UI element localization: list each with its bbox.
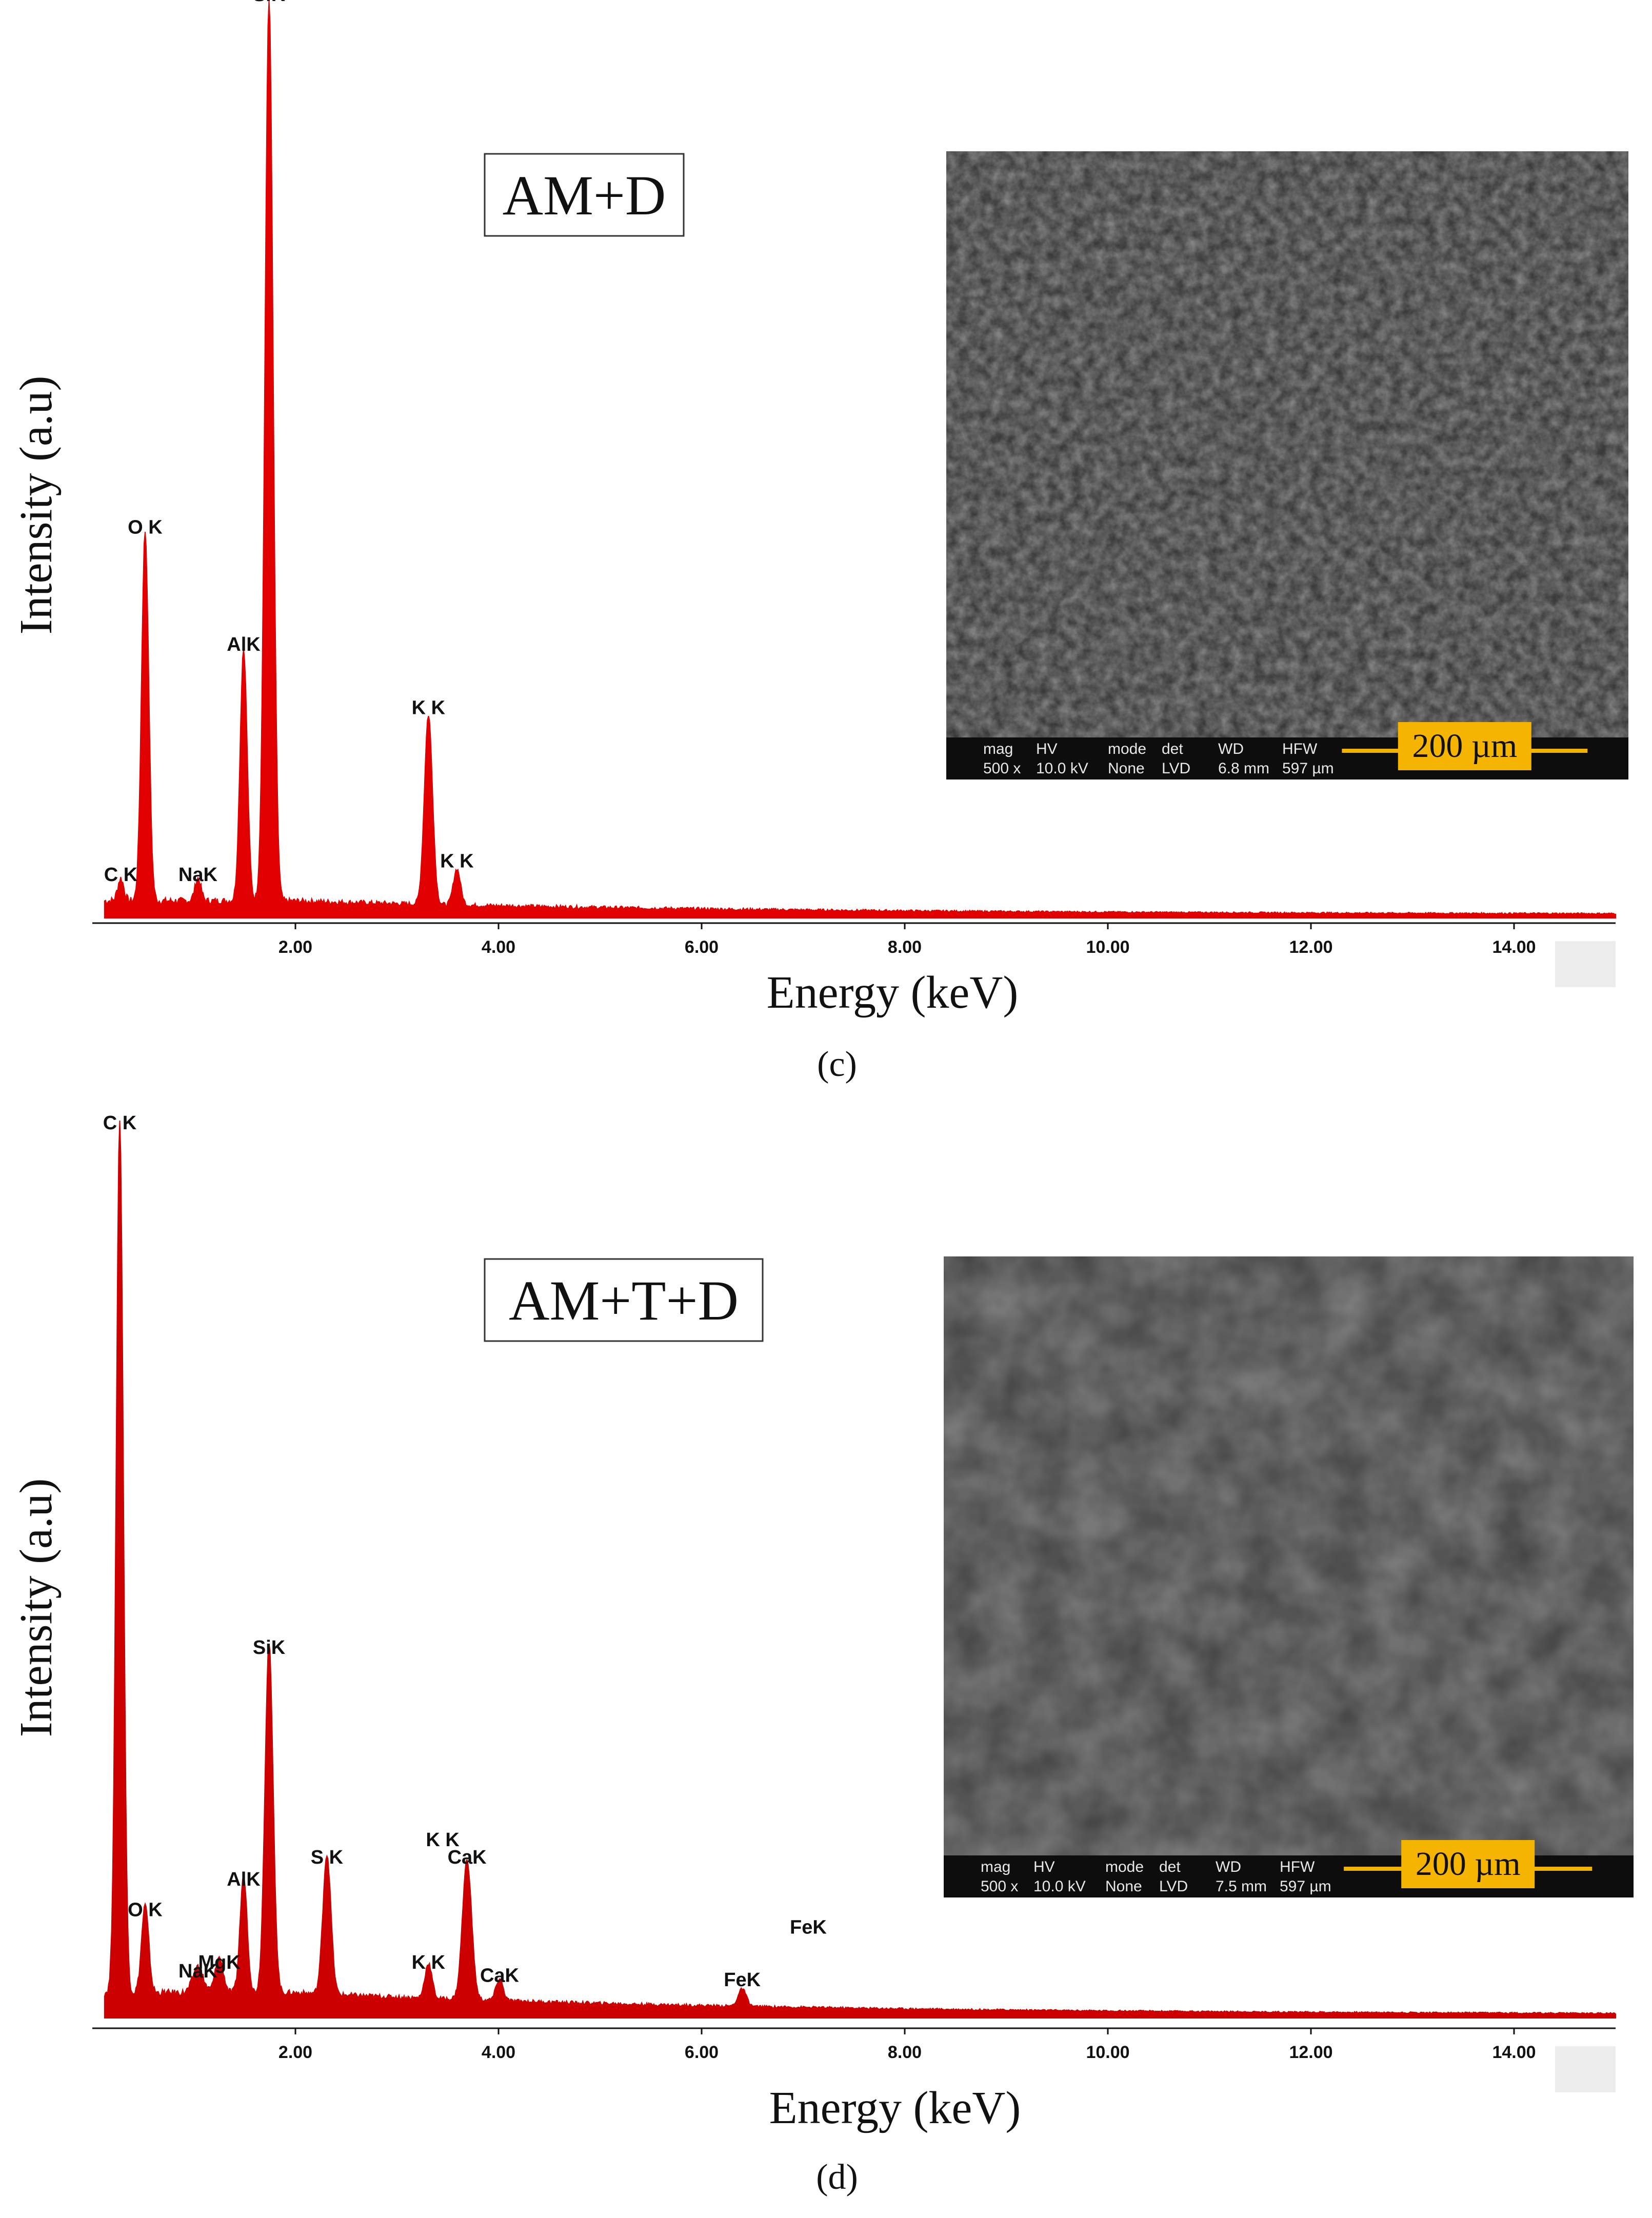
peak-label: SiK bbox=[253, 1637, 286, 1658]
sem-info-header: det bbox=[1159, 1859, 1181, 1875]
sem-info-header: HFW bbox=[1282, 741, 1318, 757]
panel-caption-d: (d) bbox=[816, 2157, 858, 2197]
x-tick-label: 14.00 bbox=[1492, 937, 1536, 957]
scale-bar-label: 200 µm bbox=[1412, 727, 1517, 765]
sample-label-box: AM+T+D bbox=[484, 1258, 764, 1342]
sem-info-header: mag bbox=[983, 741, 1013, 757]
x-axis-title: Energy (keV) bbox=[769, 2083, 1021, 2133]
spectrum-trace bbox=[104, 1, 1616, 918]
sem-info-header: WD bbox=[1218, 741, 1244, 757]
sem-info-value: 500 x bbox=[983, 760, 1021, 777]
peak-label: NaK bbox=[178, 864, 218, 886]
x-axis-title: Energy (keV) bbox=[767, 967, 1019, 1018]
x-tick-label: 12.00 bbox=[1289, 2043, 1332, 2062]
peak-label: C K bbox=[104, 864, 138, 886]
peak-label: AlK bbox=[227, 634, 261, 655]
axis-end-box bbox=[1555, 2046, 1616, 2092]
panel-caption-c: (c) bbox=[817, 1045, 857, 1084]
sem-info-value: 6.8 mm bbox=[1218, 760, 1269, 777]
eds-panel-c: Intensity (a.u) mag 500 x HV 10.0 kV mode Non… bbox=[11, 0, 1628, 1084]
sem-info-header: HV bbox=[1033, 1859, 1055, 1875]
sem-info-value: 10.0 kV bbox=[1036, 760, 1088, 777]
peak-label: AlK bbox=[227, 1869, 261, 1890]
x-tick-label: 4.00 bbox=[482, 2043, 515, 2062]
peak-label: K K bbox=[412, 1952, 446, 1973]
sem-info-header: WD bbox=[1216, 1859, 1241, 1875]
peak-label: CaK bbox=[480, 1965, 520, 1986]
peak-label: FeK bbox=[724, 1969, 761, 1991]
sem-texture bbox=[944, 1256, 1634, 1856]
sem-info-value: 10.0 kV bbox=[1033, 1878, 1086, 1895]
y-axis-title: Intensity (a.u) bbox=[11, 376, 62, 635]
axis-end-box bbox=[1555, 941, 1616, 987]
peak-label: MgK bbox=[198, 1952, 241, 1973]
x-tick-label: 14.00 bbox=[1492, 2043, 1536, 2062]
sem-info-header: mag bbox=[981, 1859, 1010, 1875]
x-tick-label: 8.00 bbox=[888, 937, 922, 957]
peak-label: C K bbox=[103, 1112, 137, 1134]
sem-texture bbox=[946, 151, 1628, 738]
sample-label: AM+D bbox=[503, 164, 666, 227]
sem-info-value: None bbox=[1108, 760, 1145, 777]
y-axis-title: Intensity (a.u) bbox=[11, 1478, 62, 1737]
sem-info-value: LVD bbox=[1162, 760, 1190, 777]
peak-label: K K bbox=[426, 1829, 460, 1851]
peak-label: O K bbox=[128, 516, 163, 538]
sem-inset-d: mag 500 x HV 10.0 kV mode None det LVD WD 7.5 mm H… bbox=[944, 1256, 1634, 1897]
eds-panel-d: Intensity (a.u) mag 500 x HV 10.0 kV mode Non… bbox=[11, 1112, 1634, 2197]
sem-info-value: 7.5 mm bbox=[1216, 1878, 1267, 1895]
sem-info-header: HV bbox=[1036, 741, 1058, 757]
spectrum-d: 2.00 4.00 6.00 8.00 10.00 12.00 14.00 C K O K NaK… bbox=[92, 1112, 1616, 2092]
x-tick-label: 6.00 bbox=[685, 2043, 719, 2062]
peak-label: K K bbox=[412, 697, 446, 718]
spectrum-trace bbox=[104, 1120, 1616, 2019]
x-tick-label: 10.00 bbox=[1086, 2043, 1129, 2062]
sem-info-value: 500 x bbox=[981, 1878, 1018, 1895]
sem-info-header: det bbox=[1162, 741, 1183, 757]
spectrum-c: 2.00 4.00 6.00 8.00 10.00 12.00 14.00 C K O K NaK… bbox=[92, 0, 1616, 987]
sem-info-value: 597 µm bbox=[1280, 1878, 1331, 1895]
sample-label-box: AM+D bbox=[484, 153, 685, 237]
peak-label: O K bbox=[128, 1900, 163, 1921]
peak-label: FeK bbox=[790, 1917, 827, 1939]
scale-bar-label-bg bbox=[1401, 1840, 1535, 1888]
scale-bar-label: 200 µm bbox=[1416, 1845, 1521, 1883]
sem-info-value: 597 µm bbox=[1282, 760, 1334, 777]
x-tick-label: 6.00 bbox=[685, 937, 719, 957]
x-tick-label: 8.00 bbox=[888, 2043, 922, 2062]
sem-info-value: None bbox=[1105, 1878, 1142, 1895]
peak-label: SiK bbox=[253, 0, 286, 6]
sample-label: AM+T+D bbox=[509, 1269, 739, 1332]
x-tick-label: 10.00 bbox=[1086, 937, 1129, 957]
sem-info-header: mode bbox=[1108, 741, 1146, 757]
sem-info-header: HFW bbox=[1280, 1859, 1315, 1875]
sem-info-value: LVD bbox=[1159, 1878, 1188, 1895]
peak-label: CaK bbox=[448, 1847, 487, 1868]
scale-bar-label-bg bbox=[1398, 722, 1531, 770]
peak-label: K K bbox=[440, 851, 474, 872]
peak-label: S K bbox=[311, 1847, 344, 1868]
sem-inset-c: mag 500 x HV 10.0 kV mode None det LVD WD 6.8 mm H… bbox=[946, 151, 1628, 780]
x-tick-label: 4.00 bbox=[482, 937, 515, 957]
x-tick-label: 2.00 bbox=[278, 937, 312, 957]
sem-info-header: mode bbox=[1105, 1859, 1144, 1875]
peak-label: NaK bbox=[178, 1961, 218, 1982]
x-tick-label: 2.00 bbox=[278, 2043, 312, 2062]
x-tick-label: 12.00 bbox=[1289, 937, 1332, 957]
